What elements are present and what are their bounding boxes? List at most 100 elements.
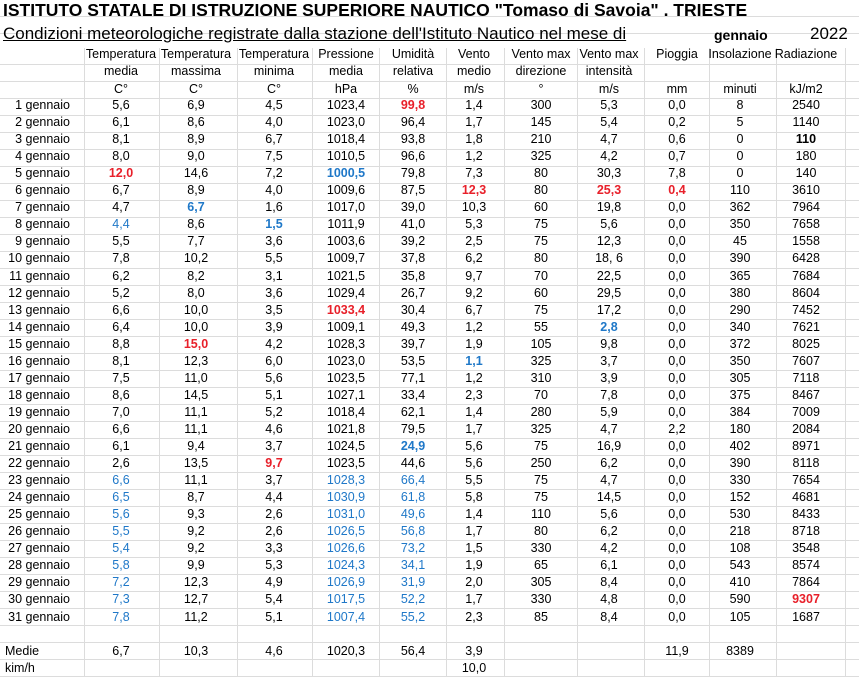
column-unit: m/s	[463, 82, 485, 96]
table-cell: 180	[795, 149, 817, 163]
table-cell: 6,7	[187, 200, 205, 214]
table-cell: 0	[736, 149, 744, 163]
table-cell: 9,8	[600, 337, 618, 351]
table-cell: 1140	[792, 115, 820, 129]
table-cell: 7452	[792, 303, 820, 317]
table-cell: 325	[530, 422, 552, 436]
table-cell: 1027,1	[326, 388, 366, 402]
table-cell: 6,1	[112, 439, 130, 453]
table-cell: 5,6	[112, 98, 130, 112]
month-label: gennaio	[714, 27, 768, 43]
table-cell: 2,3	[465, 388, 483, 402]
row-day-label: 10 gennaio	[8, 251, 70, 265]
table-cell: 9,9	[187, 558, 205, 572]
table-cell: 35,8	[400, 269, 426, 283]
table-cell: 1009,6	[326, 183, 366, 197]
table-cell: 85	[534, 610, 548, 624]
table-cell: 8718	[792, 524, 820, 538]
table-cell: 6428	[792, 251, 820, 265]
table-cell: 60	[534, 286, 548, 300]
table-cell: 75	[534, 234, 548, 248]
table-cell: 0	[736, 132, 744, 146]
grid-line	[776, 48, 777, 677]
table-cell: 0,0	[668, 541, 686, 555]
table-cell: 5	[736, 115, 744, 129]
column-unit: hPa	[334, 82, 358, 96]
grid-line	[504, 48, 505, 677]
table-cell: 7,5	[265, 149, 283, 163]
table-cell: 31,9	[400, 575, 426, 589]
column-subheader: media	[103, 64, 139, 78]
table-cell: 6,2	[112, 269, 130, 283]
average-cell: 56,4	[400, 644, 426, 658]
table-cell: 39,2	[400, 234, 426, 248]
table-cell: 2,6	[265, 524, 283, 538]
column-subheader: media	[328, 64, 364, 78]
table-cell: 0,0	[668, 507, 686, 521]
row-day-label: 23 gennaio	[8, 473, 70, 487]
table-cell: 11,2	[184, 610, 208, 624]
table-cell: 1021,8	[326, 422, 366, 436]
table-cell: 4,4	[265, 490, 283, 504]
table-cell: 4,6	[265, 422, 283, 436]
column-header: Radiazione	[774, 47, 838, 61]
table-cell: 75	[534, 473, 548, 487]
table-cell: 75	[534, 439, 548, 453]
table-cell: 325	[530, 149, 552, 163]
table-cell: 7621	[792, 320, 820, 334]
table-cell: 0,0	[668, 303, 686, 317]
table-cell: 5,6	[600, 507, 618, 521]
column-unit: minuti	[723, 82, 757, 96]
table-cell: 1028,3	[326, 473, 366, 487]
row-day-label: 4 gennaio	[15, 149, 70, 163]
table-cell: 375	[729, 388, 751, 402]
table-cell: 8,1	[112, 132, 130, 146]
table-cell: 7,8	[112, 251, 130, 265]
table-cell: 1009,1	[326, 320, 366, 334]
table-cell: 5,5	[265, 251, 283, 265]
table-cell: 8,0	[187, 286, 205, 300]
table-cell: 93,8	[400, 132, 426, 146]
table-cell: 590	[729, 592, 751, 606]
table-cell: 6,2	[600, 456, 618, 470]
table-cell: 6,7	[465, 303, 483, 317]
table-cell: 22,5	[596, 269, 622, 283]
table-cell: 7,7	[187, 234, 205, 248]
table-cell: 1000,5	[326, 166, 366, 180]
grid-line	[379, 48, 380, 677]
table-cell: 1,7	[465, 422, 483, 436]
table-cell: 1,9	[465, 337, 483, 351]
grid-line	[237, 48, 238, 677]
table-cell: 0,0	[668, 354, 686, 368]
table-cell: 5,2	[112, 286, 130, 300]
table-cell: 4,8	[600, 592, 618, 606]
table-cell: 17,2	[596, 303, 622, 317]
table-cell: 9,4	[187, 439, 205, 453]
table-cell: 3548	[792, 541, 820, 555]
table-cell: 14,5	[596, 490, 622, 504]
table-cell: 19,8	[596, 200, 622, 214]
table-cell: 10,2	[183, 251, 209, 265]
table-cell: 7654	[792, 473, 820, 487]
table-cell: 8,7	[187, 490, 205, 504]
table-cell: 0,0	[668, 439, 686, 453]
table-cell: 350	[729, 354, 751, 368]
table-cell: 1018,4	[326, 132, 366, 146]
row-day-label: 1 gennaio	[15, 98, 70, 112]
table-cell: 325	[530, 354, 552, 368]
table-cell: 1010,5	[326, 149, 366, 163]
table-cell: 1,7	[465, 524, 483, 538]
table-cell: 8,6	[187, 217, 205, 231]
table-cell: 62,1	[400, 405, 426, 419]
table-cell: 75	[534, 490, 548, 504]
table-cell: 8971	[792, 439, 820, 453]
row-day-label: 24 gennaio	[8, 490, 70, 504]
table-cell: 66,4	[400, 473, 426, 487]
table-cell: 543	[729, 558, 751, 572]
table-cell: 380	[729, 286, 751, 300]
table-cell: 350	[729, 217, 751, 231]
column-unit: C°	[188, 82, 204, 96]
column-header: Umidità	[391, 47, 435, 61]
table-cell: 3,1	[265, 269, 283, 283]
